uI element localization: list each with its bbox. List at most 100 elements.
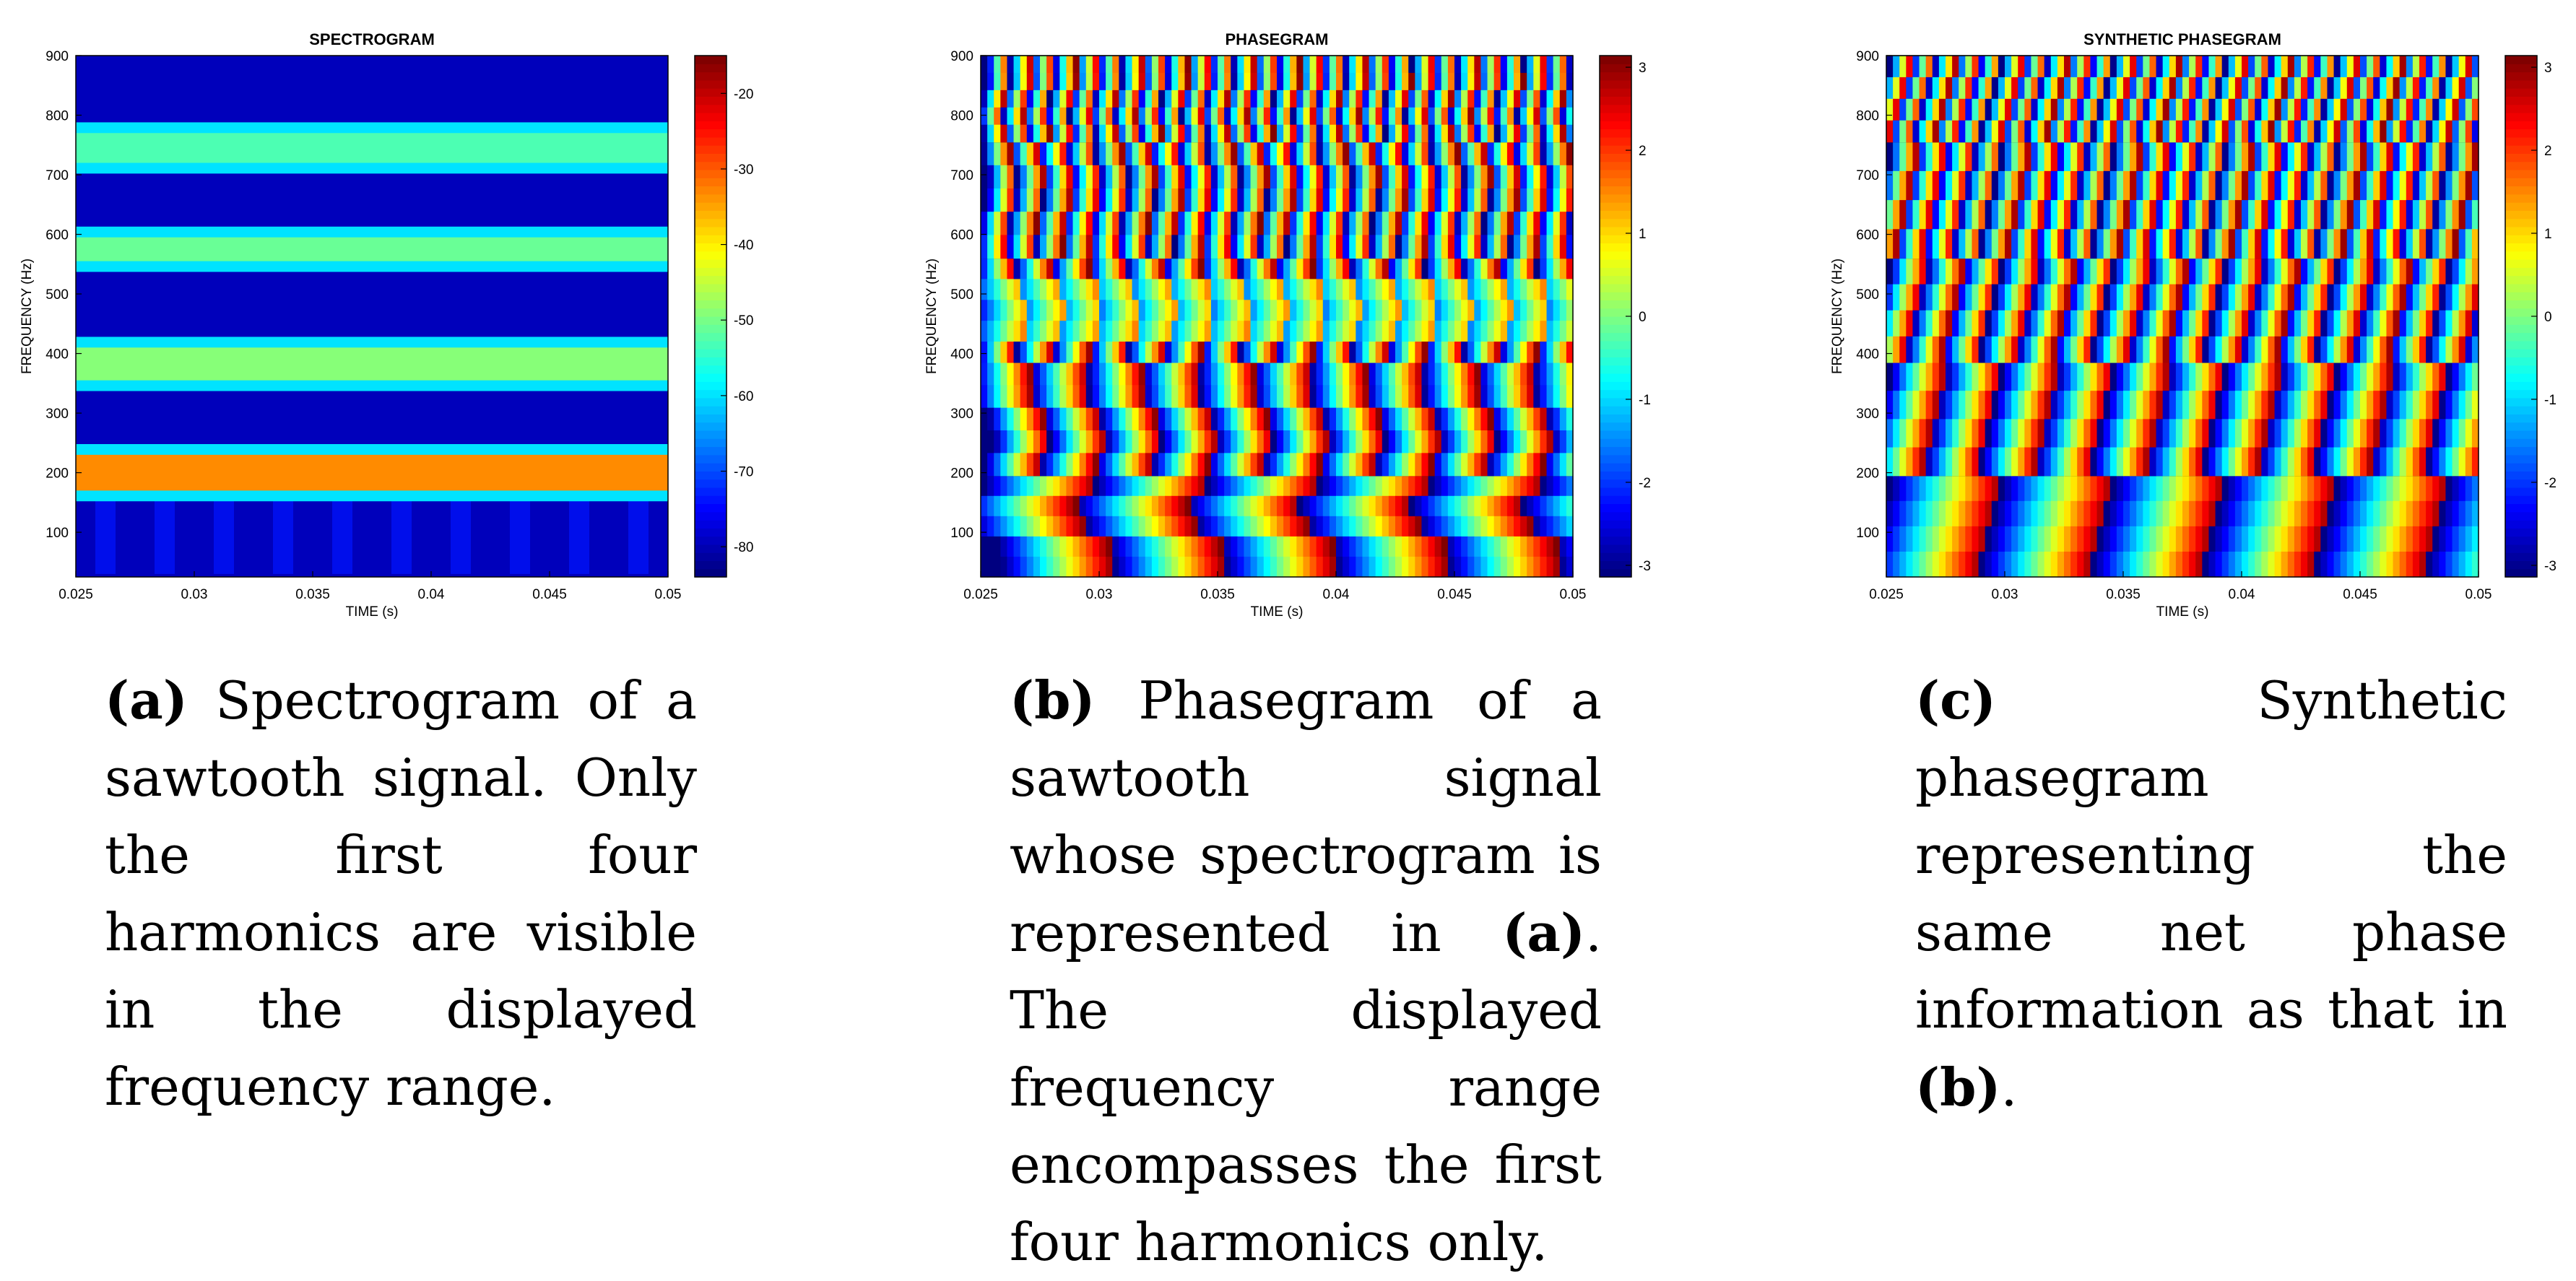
- phase-cell: [1886, 526, 1894, 552]
- phase-cell: [1467, 142, 1475, 166]
- phase-cell: [1925, 310, 1933, 337]
- phase-cell: [2234, 447, 2242, 477]
- phase-cell: [1053, 430, 1060, 453]
- phase-cell: [2136, 200, 2143, 230]
- phase-cell: [1402, 235, 1409, 259]
- phase-cell: [1421, 279, 1429, 300]
- phase-cell: [1467, 407, 1475, 431]
- phase-cell: [2333, 362, 2341, 391]
- phase-cell: [1493, 300, 1501, 321]
- phase-cell: [1250, 536, 1258, 557]
- phase-cell: [2011, 475, 2018, 502]
- phase-cell: [1013, 536, 1021, 557]
- phase-cell: [987, 556, 994, 578]
- phase-cell: [2373, 120, 2380, 143]
- phase-cell: [2143, 258, 2151, 285]
- phase-cell: [1132, 385, 1140, 409]
- phase-cell: [2373, 551, 2380, 578]
- phase-cell: [1421, 362, 1429, 386]
- phase-cell: [1527, 536, 1534, 557]
- phase-cell: [1000, 279, 1008, 300]
- phase-cell: [1059, 124, 1067, 143]
- phase-cell: [1533, 385, 1541, 409]
- phase-cell: [2116, 56, 2124, 78]
- phase-cell: [2070, 419, 2078, 448]
- phase-cell: [1415, 165, 1423, 189]
- phase-cell: [1119, 72, 1127, 91]
- phase-cell: [1079, 188, 1087, 212]
- phase-cell: [2037, 258, 2045, 285]
- phase-cell: [2024, 98, 2032, 121]
- phase-cell: [2373, 200, 2380, 230]
- phase-cell: [1946, 258, 1953, 285]
- phase-cell: [2426, 77, 2433, 100]
- phase-cell: [1546, 279, 1554, 300]
- phase-cell: [2419, 77, 2427, 100]
- phase-cell: [1290, 72, 1297, 91]
- phase-cell: [2195, 258, 2203, 285]
- phase-cell: [2412, 391, 2420, 420]
- phase-cell: [1040, 475, 1047, 497]
- phase-cell: [2228, 310, 2236, 337]
- phase-cell: [2083, 447, 2091, 477]
- phase-cell: [2162, 142, 2170, 172]
- phase-cell: [2103, 229, 2111, 259]
- phase-cell: [2242, 391, 2249, 420]
- colorbar-segment: [2505, 340, 2537, 349]
- phase-cell: [1514, 72, 1521, 91]
- phase-cell: [2090, 200, 2098, 230]
- phase-cell: [2399, 362, 2407, 391]
- phase-cell: [2281, 229, 2289, 259]
- phase-cell: [1138, 495, 1146, 517]
- phase-cell: [2294, 391, 2302, 420]
- phase-cell: [1112, 495, 1119, 517]
- phase-cell: [1369, 300, 1376, 321]
- phase-cell: [1191, 258, 1199, 280]
- colorbar-segment: [2505, 471, 2537, 480]
- phase-cell: [1329, 188, 1337, 212]
- colorbar-tick-label: -1: [1639, 393, 1651, 408]
- phase-cell: [1906, 56, 1914, 78]
- phase-cell: [1191, 188, 1199, 212]
- phase-cell: [2195, 284, 2203, 311]
- phase-cell: [1395, 72, 1402, 91]
- phase-cell: [2445, 98, 2453, 121]
- phase-cell: [2221, 310, 2229, 337]
- phase-cell: [1231, 556, 1238, 578]
- phase-cell: [1447, 516, 1455, 537]
- colorbar-segment: [2505, 536, 2537, 545]
- phase-cell: [1309, 430, 1317, 453]
- phase-cell: [1343, 475, 1350, 497]
- phase-cell: [1402, 536, 1409, 557]
- phase-cell: [1369, 556, 1376, 578]
- phase-cell: [1506, 188, 1514, 212]
- phase-cell: [1408, 279, 1415, 300]
- phase-cell: [2399, 500, 2407, 527]
- phase-cell: [1046, 453, 1054, 477]
- phase-cell: [1263, 536, 1271, 557]
- phase-cell: [2380, 77, 2388, 100]
- phase-cell: [1454, 142, 1462, 166]
- phase-cell: [2393, 200, 2401, 230]
- phase-cell: [1343, 212, 1350, 235]
- phase-cell: [2287, 362, 2295, 391]
- phase-cell: [1270, 453, 1278, 477]
- phase-cell: [2248, 551, 2255, 578]
- phase-cell: [1349, 516, 1356, 537]
- phase-cell: [2346, 120, 2354, 143]
- phase-cell: [1000, 362, 1008, 386]
- phase-cell: [1402, 453, 1409, 477]
- phase-cell: [2005, 500, 2012, 527]
- phase-cell: [1033, 142, 1041, 166]
- phase-cell: [1978, 98, 1986, 121]
- phase-cell: [1210, 142, 1218, 166]
- phase-cell: [2149, 142, 2157, 172]
- phase-cell: [2116, 500, 2124, 527]
- colorbar-segment: [695, 503, 727, 513]
- phase-cell: [2360, 526, 2367, 552]
- phase-cell: [1912, 526, 1920, 552]
- phase-cell: [981, 56, 988, 74]
- phase-cell: [2031, 170, 2039, 201]
- phase-cell: [2294, 98, 2302, 121]
- phase-cell: [1257, 300, 1265, 321]
